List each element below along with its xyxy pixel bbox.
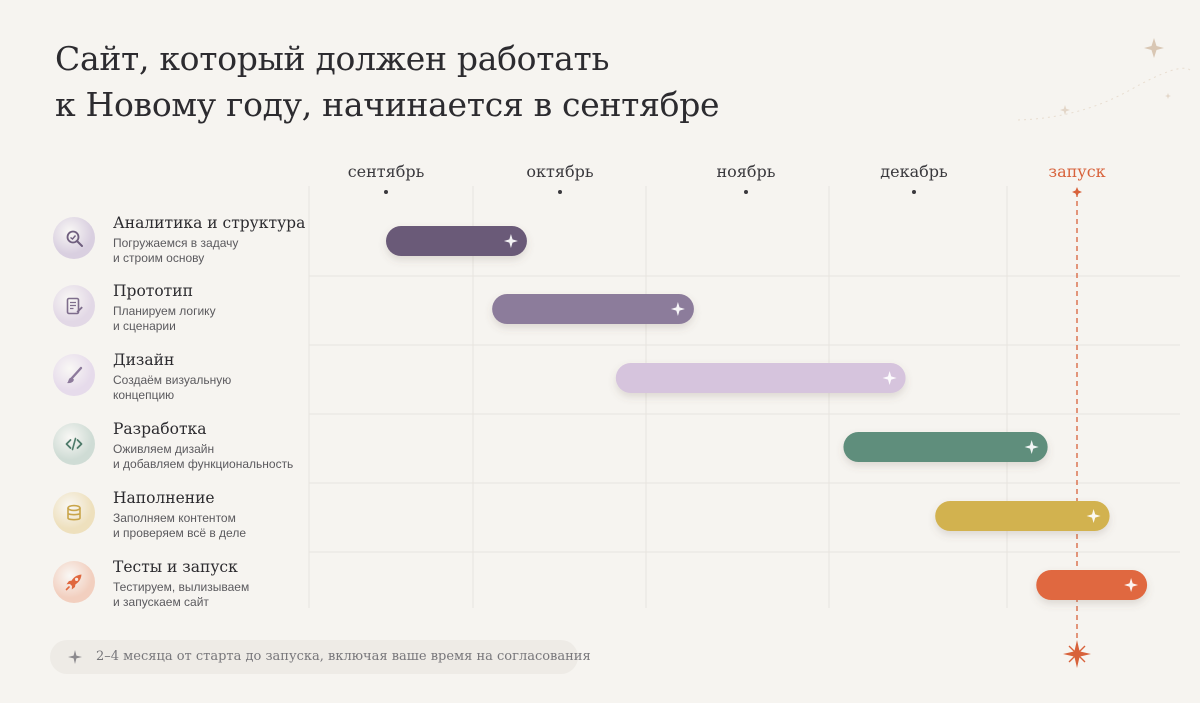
page-title: Сайт, который должен работать к Новому г… (55, 36, 720, 128)
task-row: Тесты и запуск Тестируем, вылизываем и зап… (53, 558, 313, 621)
task-row: Аналитика и структура Погружаемся в задач… (53, 214, 313, 277)
brush-icon (53, 354, 95, 396)
month-label: октябрь (526, 162, 594, 181)
bar-sparkle-icon (1124, 578, 1139, 592)
task-bar (1036, 570, 1148, 600)
task-description-line: и запускаем сайт (113, 595, 209, 609)
task-name: Аналитика и структура (113, 214, 306, 232)
task-bar (386, 226, 527, 256)
bar-3 (615, 363, 906, 393)
task-description: Заполняем контентом и проверяем всё в дел… (113, 511, 246, 541)
launch-top-star-icon (1072, 187, 1082, 197)
duration-note: 2–4 месяца от старта до запуска, включая… (50, 640, 591, 674)
bar-2 (492, 294, 694, 324)
month-dot (912, 190, 916, 194)
launch-label: запуск (1048, 162, 1106, 181)
month-label: декабрь (880, 162, 948, 181)
task-name: Дизайн (113, 351, 175, 369)
task-description: Планируем логику и сценарии (113, 304, 216, 334)
task-description: Оживляем дизайн и добавляем функционально… (113, 442, 293, 472)
month-dot (558, 190, 562, 194)
bar-sparkle-icon (503, 234, 518, 248)
task-row: Дизайн Создаём визуальную концепцию (53, 351, 313, 414)
bar-sparkle-icon (1024, 440, 1039, 454)
code-icon (53, 423, 95, 465)
task-description-line: и проверяем всё в деле (113, 526, 247, 540)
task-description-line: и добавляем функциональность (113, 457, 294, 471)
title-line-1: Сайт, который должен работать (55, 39, 610, 78)
task-description: Погружаемся в задачу и строим основу (113, 236, 238, 266)
task-description-line: Создаём визуальную (113, 373, 232, 387)
task-name: Прототип (113, 282, 193, 300)
month-label: ноябрь (716, 162, 776, 181)
sparkle-decoration-icon (1017, 38, 1191, 121)
task-description-line: Оживляем дизайн (113, 442, 215, 456)
launch-star-icon (1063, 640, 1091, 668)
sparkle-icon (68, 650, 82, 664)
magnifier-icon (53, 217, 95, 259)
bar-6 (1036, 570, 1148, 600)
title-line-2: к Новому году, начинается в сентябре (55, 85, 720, 124)
task-description-line: Заполняем контентом (113, 511, 236, 525)
task-row: Прототип Планируем логику и сценарии (53, 282, 313, 345)
task-bar (615, 363, 906, 393)
task-description-line: Тестируем, вылизываем (113, 580, 250, 594)
task-row: Разработка Оживляем дизайн и добавляем фун… (53, 420, 313, 483)
bar-sparkle-icon (1086, 509, 1101, 523)
task-name: Наполнение (113, 489, 215, 507)
database-icon (53, 492, 95, 534)
bar-sparkle-icon (882, 371, 897, 385)
task-bar (492, 294, 694, 324)
document-icon (53, 285, 95, 327)
note-text: 2–4 месяца от старта до запуска, включая… (96, 649, 591, 664)
bar-5 (935, 501, 1110, 531)
launch-star-rays (1068, 645, 1086, 663)
bar-4 (843, 432, 1048, 462)
task-bar (843, 432, 1048, 462)
task-description-line: Погружаемся в задачу (113, 236, 239, 250)
task-name: Тесты и запуск (113, 558, 238, 576)
bar-1 (386, 226, 527, 256)
month-dot (744, 190, 748, 194)
month-label: сентябрь (347, 162, 425, 181)
rocket-icon (53, 561, 95, 603)
task-row: Наполнение Заполняем контентом и проверяем… (53, 489, 313, 552)
task-description-line: и сценарии (113, 319, 176, 333)
task-description-line: концепцию (113, 388, 175, 402)
month-dot (384, 190, 388, 194)
task-description-line: Планируем логику (113, 304, 216, 318)
task-name: Разработка (113, 420, 207, 438)
bar-sparkle-icon (670, 302, 685, 316)
task-description-line: и строим основу (113, 251, 205, 265)
task-description: Создаём визуальную концепцию (113, 373, 231, 403)
task-bar (935, 501, 1110, 531)
task-description: Тестируем, вылизываем и запускаем сайт (113, 580, 249, 610)
